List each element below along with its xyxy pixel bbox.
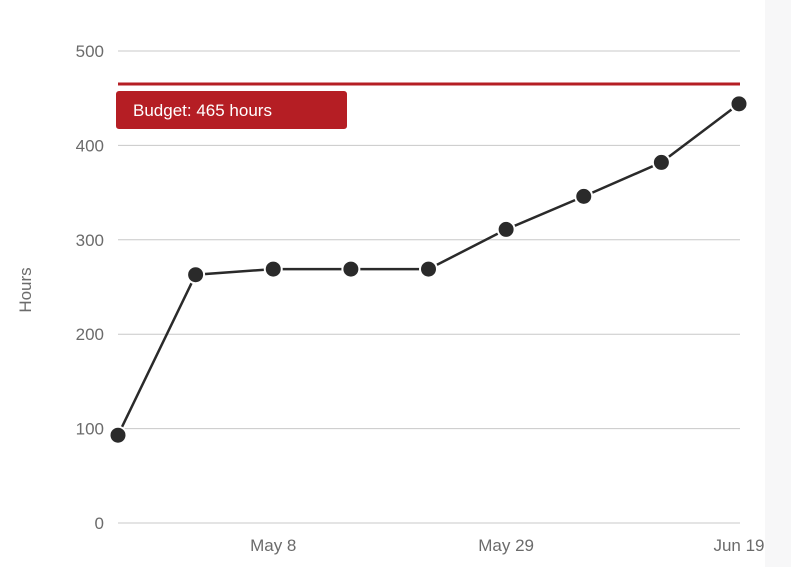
y-axis: 0 100 200 300 400 500 [76, 42, 104, 533]
x-axis: May 8 May 29 Jun 19 [250, 536, 764, 555]
data-point [496, 219, 516, 239]
data-point [341, 259, 361, 279]
data-point [263, 259, 283, 279]
y-tick-label: 200 [76, 325, 104, 344]
y-axis-label: Hours [16, 267, 35, 312]
data-point [419, 259, 438, 279]
data-point [108, 425, 128, 445]
series [108, 94, 749, 445]
page-edge-strip [765, 0, 791, 567]
x-tick-label: May 8 [250, 536, 296, 555]
hours-line-chart: 0 100 200 300 400 500 May 8 May 29 Jun 19 Hours… [16, 42, 765, 555]
data-points [108, 94, 749, 445]
data-point [729, 94, 749, 114]
data-point [186, 265, 206, 285]
x-tick-label: Jun 19 [713, 536, 764, 555]
y-tick-label: 0 [95, 514, 104, 533]
y-tick-label: 300 [76, 231, 104, 250]
y-tick-label: 500 [76, 42, 104, 61]
data-point [574, 186, 594, 206]
y-tick-label: 100 [76, 420, 104, 439]
data-point [651, 152, 671, 172]
budget-label-box [116, 91, 347, 130]
y-tick-label: 400 [76, 136, 104, 155]
budget-reference: Budget: 465 hours [116, 82, 740, 130]
x-tick-label: May 29 [478, 536, 534, 555]
budget-label: Budget: 465 hours [133, 101, 272, 120]
gridlines [118, 50, 740, 524]
